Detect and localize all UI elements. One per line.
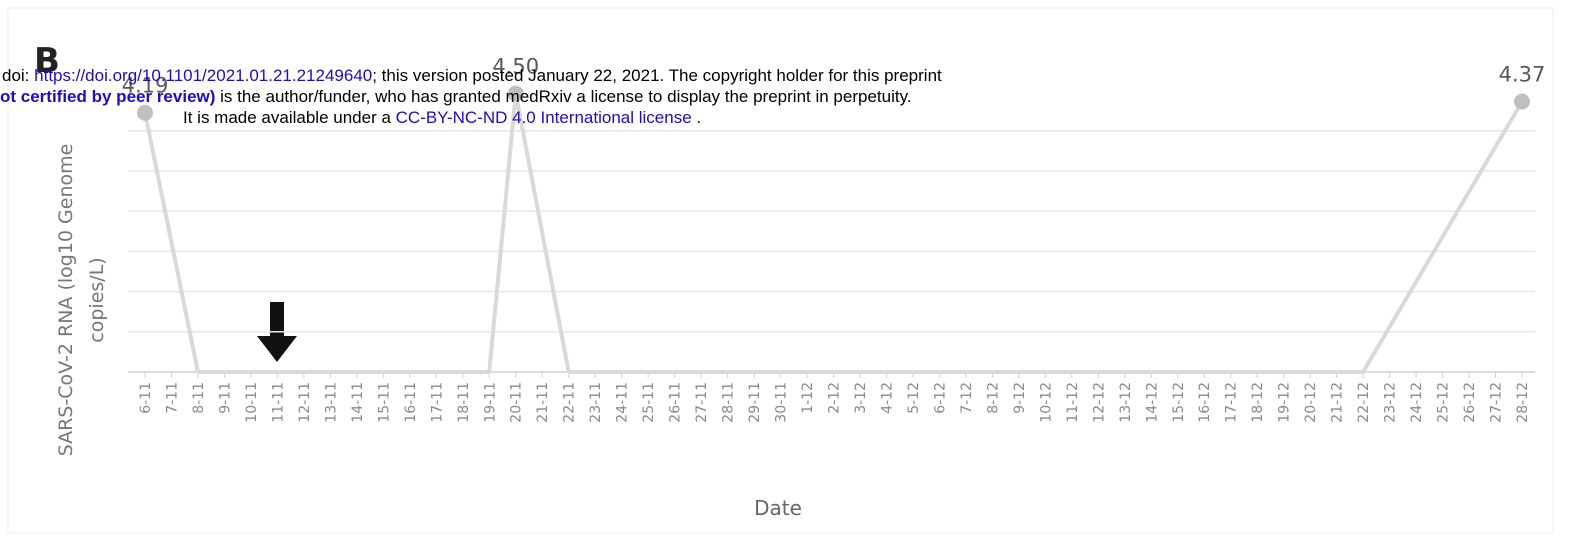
x-tick-label: 1-12 [800,382,816,414]
x-tick-label: 21-11 [535,382,551,423]
x-tick-label: 3-12 [853,382,869,414]
x-tick-label: 17-12 [1224,382,1240,423]
marker [507,85,524,102]
preprint-line: ot certified by peer review) is the auth… [0,87,912,107]
y-axis-label: SARS-CoV-2 RNA (log10 Genome [55,144,77,457]
text: doi: [2,66,35,85]
x-axis-label: Date [754,496,802,520]
x-tick-label: 23-12 [1383,382,1399,423]
doi-link[interactable]: https://doi.org/10.1101/2021.01.21.21249… [34,66,373,85]
x-tick-label: 27-11 [694,382,710,423]
x-tick-label: 12-11 [297,382,313,423]
x-tick-label: 8-11 [191,382,207,414]
y-axis-label: copies/L) [86,257,108,342]
x-tick-label: 26-12 [1462,382,1478,423]
x-tick-label: 17-11 [429,382,445,423]
data-label: 4.19 [122,74,169,98]
x-tick-label: 11-11 [270,382,286,423]
x-tick-label: 18-12 [1250,382,1266,423]
frame [7,7,1554,534]
x-tick-label: 28-11 [721,382,737,423]
x-tick-label: 9-11 [217,382,233,414]
text: . [691,108,702,127]
x-tick-label: 5-12 [906,382,922,414]
x-tick-label: 14-11 [350,382,366,423]
line-segment [513,93,571,373]
line-segment [143,112,200,373]
text: It is made available under a [183,108,396,127]
x-tick-label: 10-11 [244,382,260,423]
x-tick-label: 30-11 [774,382,790,423]
data-label: 4.37 [1499,63,1546,87]
text: is the author/funder, who has granted me… [215,87,912,106]
x-tick-label: 9-12 [1012,382,1028,414]
x-tick-label: 25-11 [641,382,657,423]
x-tick-label: 18-11 [456,382,472,423]
x-tick-label: 19-11 [482,382,498,423]
x-tick-label: 6-11 [138,382,154,414]
x-tick-label: 20-11 [509,382,525,423]
line-segment [1361,100,1524,374]
x-tick-label: 15-11 [376,382,392,423]
x-tick-label: 13-12 [1118,382,1134,423]
x-tick-label: 22-12 [1356,382,1372,423]
line-segment [487,93,518,373]
x-tick-label: 7-12 [959,382,975,414]
x-tick-label: 20-12 [1303,382,1319,423]
x-tick-label: 12-12 [1091,382,1107,423]
chart-title: B [34,41,60,81]
x-tick-label: 24-12 [1409,382,1425,423]
x-tick-label: 29-11 [747,382,763,423]
x-tick-label: 25-12 [1436,382,1452,423]
x-tick-label: 8-12 [985,382,1001,414]
x-tick-label: 24-11 [615,382,631,423]
x-tick-label: 10-12 [1038,382,1054,423]
license-link[interactable]: CC-BY-NC-ND 4.0 International license [395,108,692,127]
data-label: 4.50 [492,55,539,79]
x-tick-label: 27-12 [1489,382,1505,423]
x-tick-label: 28-12 [1515,382,1531,423]
x-tick-label: 15-12 [1171,382,1187,423]
preprint-line: doi: https://doi.org/10.1101/2021.01.21.… [2,66,942,86]
x-tick-label: 21-12 [1330,382,1346,423]
x-tick-label: 16-12 [1197,382,1213,423]
x-tick-label: 2-12 [827,382,843,414]
x-tick-label: 6-12 [932,382,948,414]
x-tick-label: 26-11 [668,382,684,423]
x-tick-label: 13-11 [323,382,339,423]
text: ; this version posted January 22, 2021. … [372,66,942,85]
text: ot certified by peer review) [0,87,216,106]
x-tick-label: 22-11 [562,382,578,423]
preprint-line: It is made available under a CC-BY-NC-ND… [183,108,701,128]
marker [1514,93,1530,110]
x-tick-label: 7-11 [164,382,180,414]
x-tick-label: 19-12 [1277,382,1293,423]
x-tick-label: 16-11 [403,382,419,423]
x-tick-label: 23-11 [588,382,604,423]
x-tick-label: 14-12 [1144,382,1160,423]
marker [137,104,153,121]
x-tick-label: 4-12 [879,382,895,414]
x-tick-label: 11-12 [1065,382,1081,423]
